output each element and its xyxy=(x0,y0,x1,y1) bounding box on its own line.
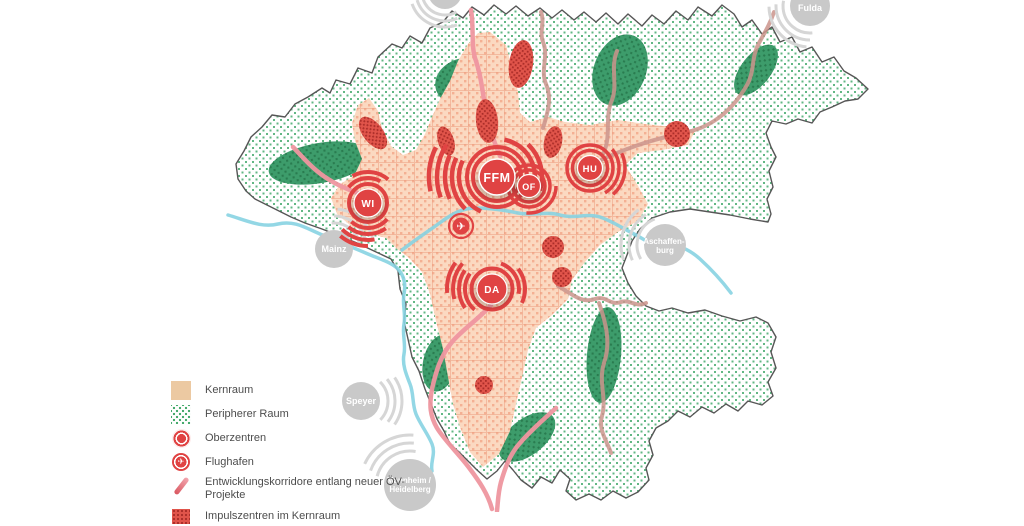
legend-label: Flughafen xyxy=(205,455,254,468)
oberzentrum-wi xyxy=(353,188,383,218)
oberzentrum-da xyxy=(476,273,508,305)
aschaffenburg-label: Aschaffen- burg xyxy=(643,237,687,255)
legend-label: Peripherer Raum xyxy=(205,407,289,420)
river-rhine xyxy=(226,213,436,473)
legend-label: Entwicklungskorridore entlang neuer ÖV-P… xyxy=(205,476,405,501)
legend-item-peripherer-raum: Peripherer Raum xyxy=(170,404,417,424)
impulse-centres xyxy=(358,40,690,394)
ffm-label: FFM xyxy=(483,171,510,185)
da-label: DA xyxy=(484,285,499,296)
legend-label: Kernraum xyxy=(205,383,254,396)
oberzentren-markers: FFM OF HU WI DA xyxy=(351,154,605,308)
mannheim-heidelberg-label: Mannheim / Heidelberg xyxy=(387,476,433,494)
external-city-unnamed-top xyxy=(408,0,482,29)
legend-label: Oberzentren xyxy=(205,431,267,444)
external-city-speyer: Speyer xyxy=(318,358,404,444)
hu-label: HU xyxy=(583,164,598,175)
oberzentrum-hu xyxy=(576,154,604,182)
oberzentren-icon xyxy=(171,428,191,448)
legend-item-kernraum: Kernraum xyxy=(170,380,417,400)
legend: Kernraum Peripherer Raum Oberzentren ✈ F… xyxy=(170,380,417,526)
legend-item-entwicklungskorridore: Entwicklungskorridore entlang neuer ÖV-P… xyxy=(170,476,417,502)
peripherer-raum-swatch-icon xyxy=(171,404,191,424)
speyer-label: Speyer xyxy=(346,396,377,406)
plane-icon: ✈ xyxy=(177,457,185,466)
legend-item-oberzentren: Oberzentren xyxy=(170,428,417,448)
kernraum-swatch-icon xyxy=(171,380,191,400)
flughafen-icon: ✈ xyxy=(172,453,190,471)
korridor-line-icon xyxy=(172,476,190,496)
oberzentrum-of xyxy=(516,173,542,199)
wi-label: WI xyxy=(361,199,374,210)
mainz-label: Mainz xyxy=(321,244,347,254)
corridors-existing xyxy=(539,10,776,455)
oberzentrum-ffm xyxy=(478,158,516,196)
legend-item-flughafen: ✈ Flughafen xyxy=(170,452,417,472)
legend-label: Impulszentren im Kernraum xyxy=(205,509,341,522)
airport-marker: ✈ xyxy=(447,212,475,240)
legend-item-impulszentren: Impulszentren im Kernraum xyxy=(170,506,417,526)
impulszentren-swatch-icon xyxy=(172,508,190,524)
fulda-label: Fulda xyxy=(798,3,823,13)
of-label: OF xyxy=(522,182,536,192)
region-map: Mainz Speyer Mannheim / Heidelberg xyxy=(226,0,869,512)
airport-plane-icon: ✈ xyxy=(456,221,465,233)
